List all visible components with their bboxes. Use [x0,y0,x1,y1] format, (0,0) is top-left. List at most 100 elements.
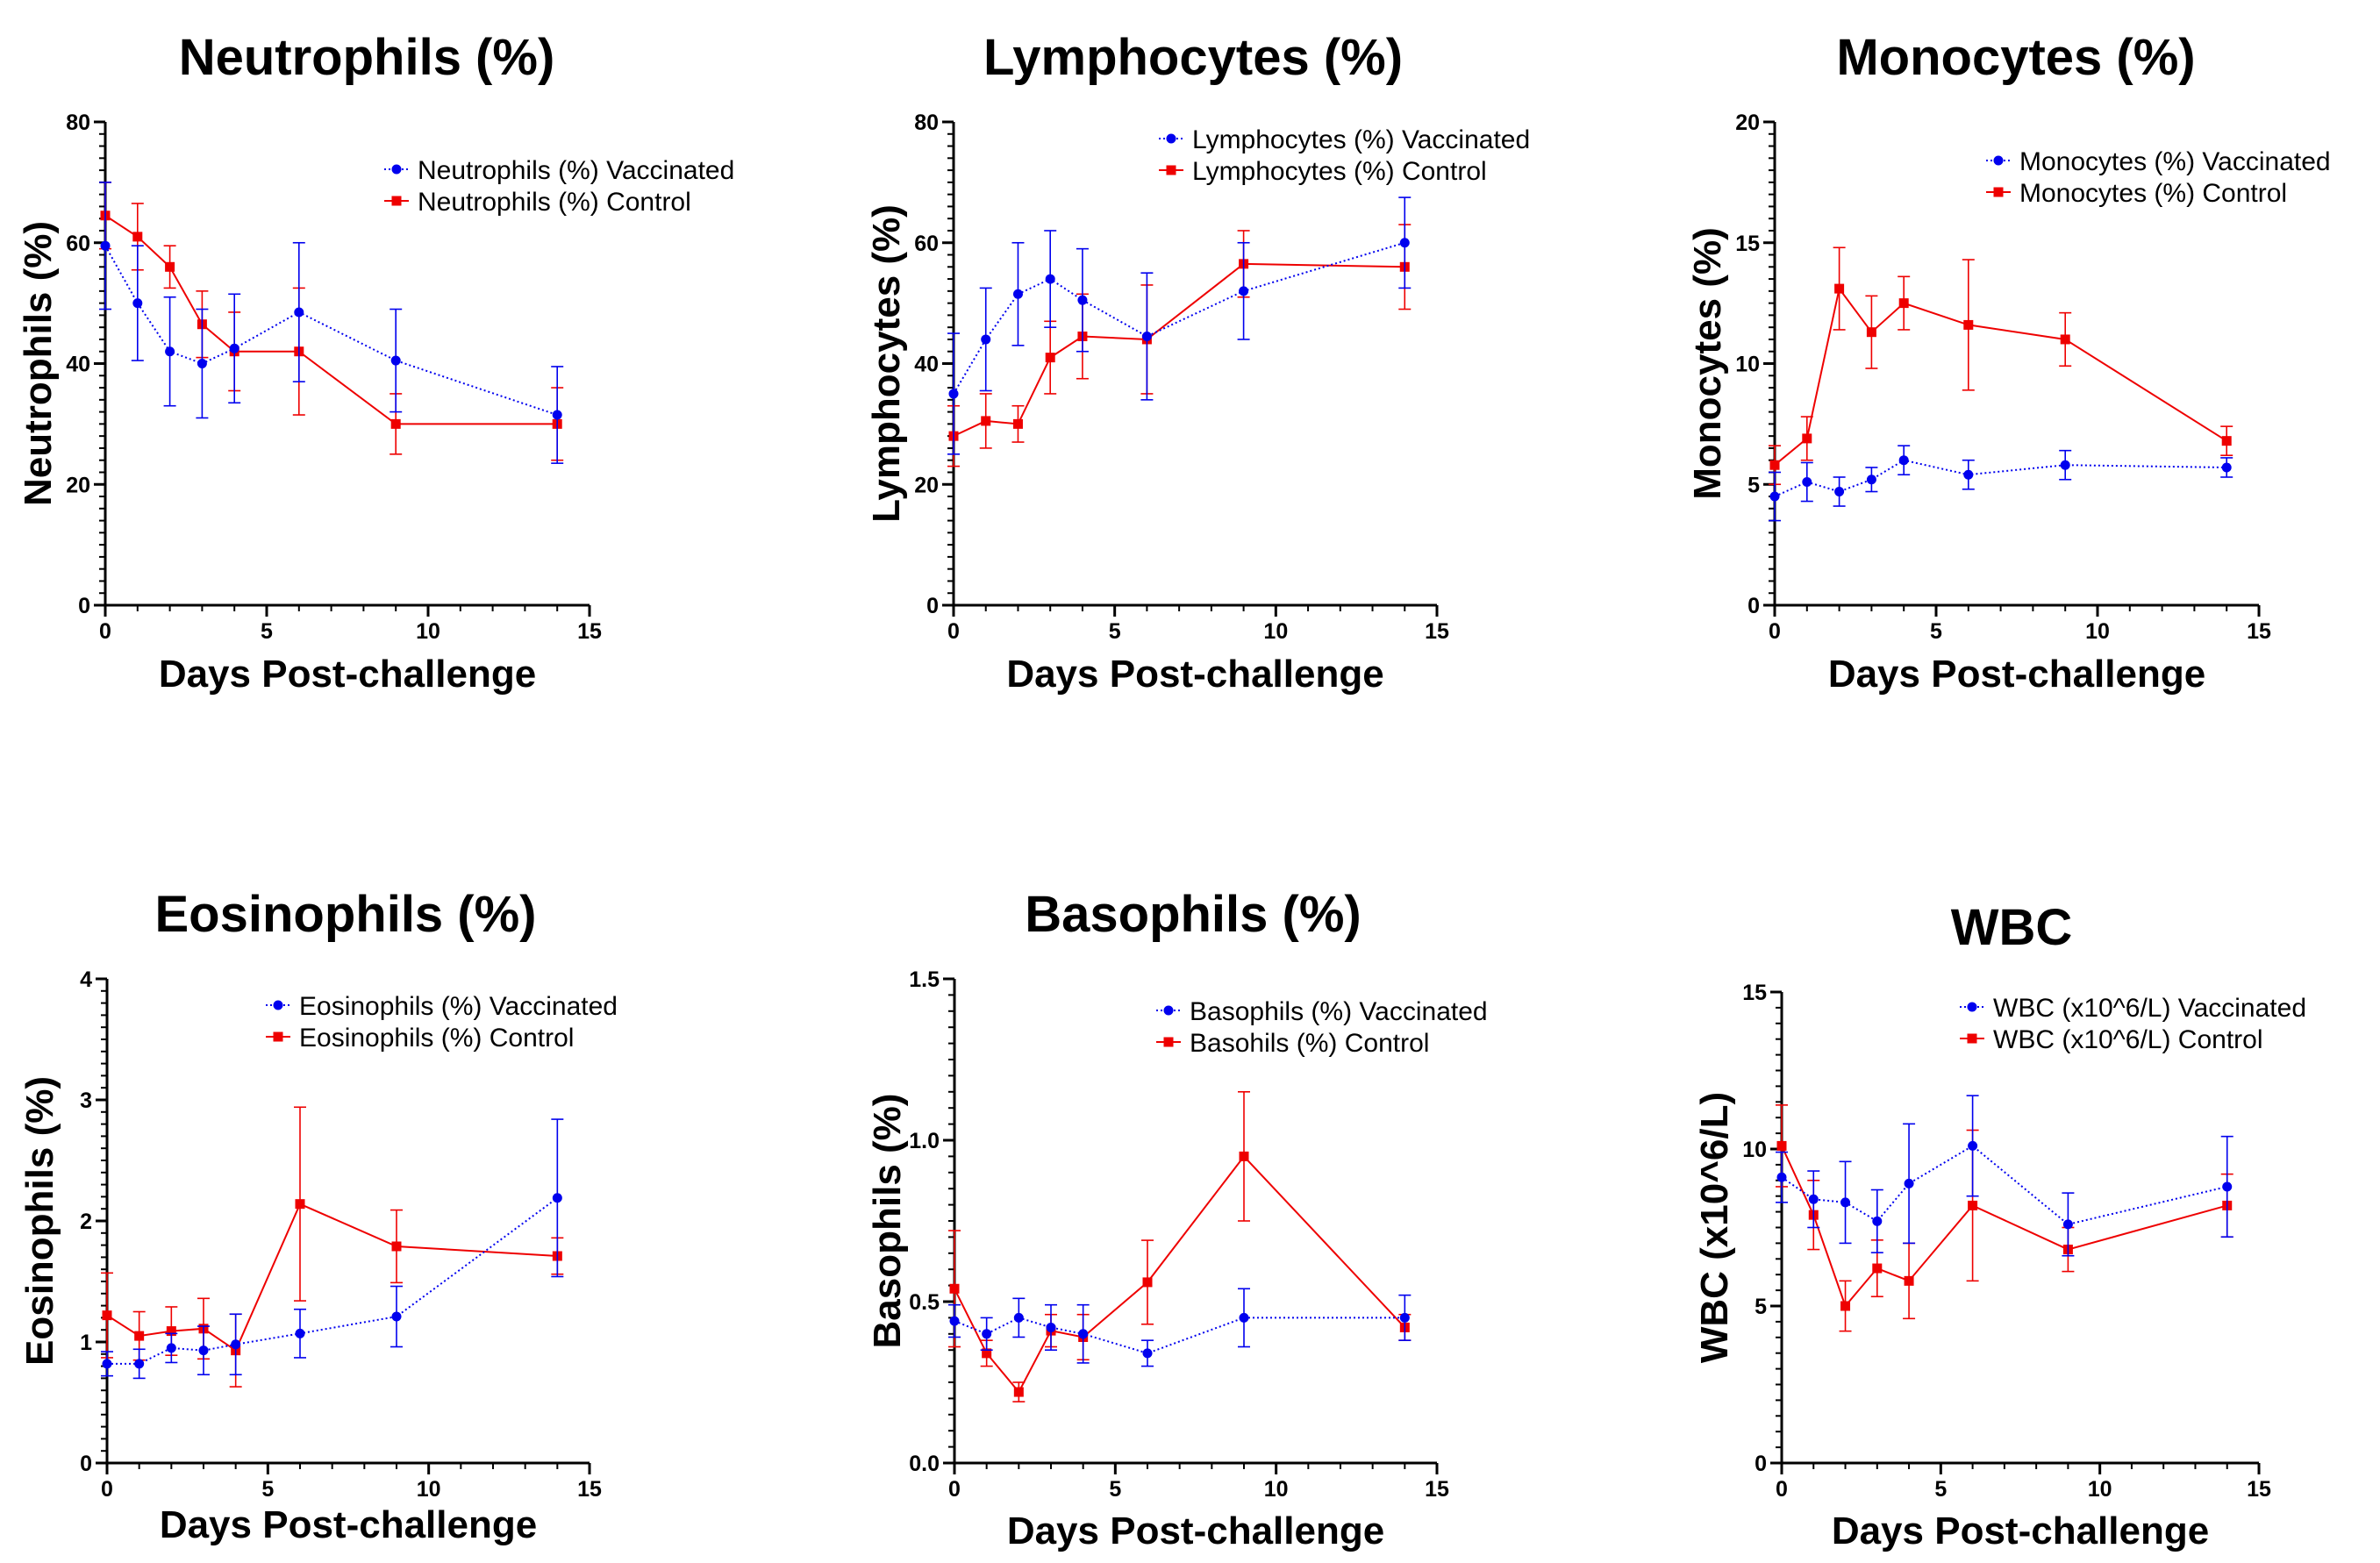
data-point [1142,1348,1153,1359]
data-point [981,334,991,345]
x-axis-label: Days Post-challenge [1832,1509,2209,1552]
data-point [198,1345,209,1356]
chart-panel-6: WBC 0 5 10 15 0 5 10 15 Days Post-challenge WBC (x… [1693,899,2306,1552]
x-tick-label: 5 [261,619,273,644]
series-vaccinated [101,1118,564,1380]
x-tick-label: 0 [1776,1477,1788,1502]
chart-panel-2: Lymphocytes (%) 0 20 40 60 80 0 5 10 15 Days Post-… [865,29,1530,696]
data-point [102,1310,112,1321]
x-tick-label: 5 [261,1477,274,1502]
data-point [197,359,207,368]
data-point [982,1348,992,1359]
data-point [1769,491,1780,502]
data-point [1012,418,1023,429]
series-line [953,241,1405,395]
series-control [99,182,564,461]
data-point [1012,289,1023,299]
chart-title: Neutrophils (%) [179,29,555,86]
x-tick-label: 5 [1109,619,1121,644]
y-tick-label: 0 [1755,1452,1767,1476]
data-point [1904,1178,1914,1188]
legend: Basophils (%) Vaccinated Basohils (%) Con… [1156,997,1488,1058]
data-point [1077,295,1088,305]
data-point [1898,455,1909,466]
data-point [2062,1219,2073,1230]
data-point [2060,334,2070,345]
series-vaccinated [948,1288,1412,1367]
data-point [390,418,401,429]
y-tick-label: 20 [914,473,939,497]
data-point [552,410,562,420]
y-tick-label: 1.5 [909,967,940,992]
x-tick-label: 5 [1934,1477,1947,1502]
y-axis-label: Monocytes (%) [1686,227,1729,499]
y-tick-label: 40 [914,353,939,377]
y-tick-label: 3 [80,1088,92,1113]
data-point [1769,460,1780,470]
legend-label: WBC (x10^6/L) Vaccinated [1993,994,2306,1023]
legend-label: Lymphocytes (%) Vaccinated [1192,125,1530,154]
legend-marker [273,1031,283,1042]
x-axis-label: Days Post-challenge [1828,653,2205,696]
x-tick-label: 10 [417,1477,441,1502]
y-axis-label: WBC (x10^6/L) [1693,1092,1736,1363]
data-point [390,355,401,366]
chart-title: Basophils (%) [1025,886,1362,943]
y-axis-label: Eosinophils (%) [18,1076,61,1366]
series-line [104,214,558,425]
series-vaccinated [947,196,1412,455]
y-tick-label: 10 [1735,353,1760,377]
series-control [1769,246,2233,486]
data-point [165,346,175,357]
data-point [1399,1312,1410,1323]
y-axis-label: Lymphocytes (%) [865,204,908,523]
y-tick-label: 0.5 [909,1290,940,1315]
series-line [104,245,558,416]
data-point [1802,476,1812,487]
chart-title: Lymphocytes (%) [983,29,1403,86]
data-point [1239,1312,1249,1323]
series-control [1776,1104,2233,1332]
x-tick-label: 10 [1263,619,1288,644]
data-point [949,1283,960,1294]
data-point [1840,1197,1851,1208]
x-tick-label: 0 [948,1477,961,1502]
y-tick-label: 80 [914,111,939,135]
series-line [1774,286,2227,466]
y-tick-label: 1 [80,1331,92,1355]
chart-panel-3: Monocytes (%) 0 5 10 15 20 0 5 10 15 Days Post-cha… [1686,29,2331,696]
data-point [1239,286,1249,296]
y-tick-label: 0.0 [909,1452,940,1476]
y-tick-label: 10 [1742,1138,1767,1162]
data-point [295,1328,305,1338]
series-line [954,1317,1405,1354]
x-tick-label: 15 [2247,1477,2271,1502]
y-axis-label: Neutrophils (%) [17,221,60,506]
series-vaccinated [99,182,564,464]
x-tick-label: 0 [1769,619,1781,644]
data-point [949,1316,960,1326]
data-point [2222,1181,2233,1192]
x-axis-label: Days Post-challenge [160,1503,537,1546]
y-tick-label: 60 [66,232,90,256]
data-point [1045,274,1055,284]
data-point [1968,1140,1978,1151]
x-tick-label: 0 [947,619,960,644]
y-tick-label: 15 [1742,981,1767,1005]
data-point [982,1329,992,1339]
data-point [1834,283,1845,294]
data-point [391,1311,402,1322]
x-tick-label: 15 [2247,619,2271,644]
data-point [2221,462,2232,473]
y-tick-label: 0 [78,594,90,618]
data-point [165,261,175,272]
series-line [106,1203,558,1352]
data-point [295,1199,305,1210]
y-tick-label: 5 [1747,473,1760,497]
y-axis-label: Basophils (%) [866,1094,909,1349]
x-axis-label: Days Post-challenge [1006,653,1383,696]
legend-marker [273,1000,283,1010]
data-point [1013,1312,1024,1323]
x-tick-label: 10 [416,619,440,644]
